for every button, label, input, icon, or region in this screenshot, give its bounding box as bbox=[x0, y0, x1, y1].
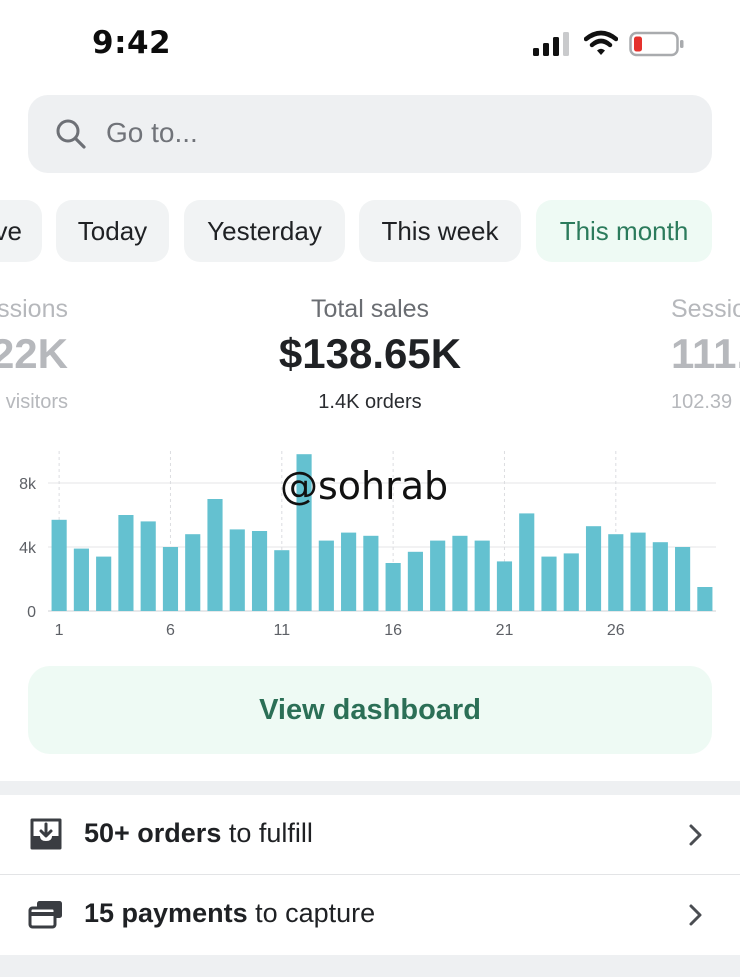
chart-bar[interactable] bbox=[341, 532, 357, 611]
chart-bar[interactable] bbox=[585, 526, 602, 611]
battery-icon bbox=[629, 31, 684, 57]
chart-bar[interactable] bbox=[185, 534, 201, 611]
chip-yesterday[interactable]: Yesterday bbox=[184, 200, 345, 262]
chart-bar[interactable] bbox=[385, 563, 401, 611]
x-tick-label: 26 bbox=[607, 622, 625, 639]
wifi-icon bbox=[584, 30, 618, 55]
chart-bar[interactable] bbox=[274, 550, 290, 611]
task-desc: to capture bbox=[247, 898, 376, 928]
x-tick-label: 16 bbox=[384, 622, 402, 639]
section-divider bbox=[0, 955, 740, 977]
stat-value: $138.65K bbox=[278, 330, 462, 377]
chip-today[interactable]: Today bbox=[56, 200, 169, 262]
stat-sub: 1.4K orders bbox=[318, 391, 422, 413]
task-count: 15 payments bbox=[84, 898, 248, 928]
signal-icon bbox=[533, 32, 569, 56]
task-row-payments[interactable]: 15 payments to capture bbox=[0, 876, 740, 954]
stat-sessions-next[interactable]: Sessio 111. 102.39 bbox=[671, 294, 740, 414]
task-orders-text: 50+ orders to fulfill bbox=[84, 818, 313, 849]
stat-value: 22K bbox=[0, 330, 68, 377]
stat-value: 111. bbox=[671, 330, 740, 377]
chart-bar[interactable] bbox=[140, 521, 156, 611]
chart-bar[interactable] bbox=[452, 535, 468, 611]
search-input[interactable]: Go to... bbox=[106, 117, 198, 148]
task-count: 50+ orders bbox=[84, 818, 222, 848]
chart-bar[interactable] bbox=[51, 519, 67, 611]
task-desc: to fulfill bbox=[221, 818, 313, 848]
y-tick-label: 4k bbox=[19, 540, 37, 557]
x-tick-label: 21 bbox=[496, 622, 514, 639]
status-bar: 9:42 bbox=[0, 0, 740, 80]
chart-bar[interactable] bbox=[630, 532, 646, 611]
chart-bar[interactable] bbox=[430, 540, 446, 611]
chevron-right-icon bbox=[689, 904, 702, 926]
search-bar[interactable] bbox=[28, 95, 712, 173]
stat-sessions-prev[interactable]: ssions 22K visitors bbox=[0, 294, 110, 414]
battery-level bbox=[634, 36, 642, 52]
chart-bar[interactable] bbox=[96, 556, 112, 611]
chart-bar[interactable] bbox=[251, 531, 268, 611]
chart-bar[interactable] bbox=[363, 535, 379, 611]
row-divider bbox=[0, 874, 740, 875]
x-tick-label: 6 bbox=[166, 622, 175, 639]
chip-this-week[interactable]: This week bbox=[359, 200, 521, 262]
search-icon bbox=[56, 119, 86, 149]
view-dashboard-button[interactable]: View dashboard bbox=[28, 666, 712, 754]
chip-partial[interactable]: ve bbox=[0, 200, 42, 262]
stat-label: Sessio bbox=[671, 295, 740, 323]
section-divider bbox=[0, 781, 740, 795]
watermark-text: @sohrab bbox=[280, 464, 449, 508]
task-payments-text: 15 payments to capture bbox=[84, 898, 375, 929]
chart-bar[interactable] bbox=[207, 499, 223, 611]
chart-bar[interactable] bbox=[675, 547, 691, 611]
chart-bar[interactable] bbox=[296, 454, 312, 611]
date-filter-chips: ve Today Yesterday This week This month bbox=[0, 200, 740, 264]
chevron-right-icon bbox=[689, 824, 702, 846]
stat-sub: 102.39 bbox=[671, 391, 733, 413]
x-tick-label: 1 bbox=[55, 622, 64, 639]
chart-bar[interactable] bbox=[652, 542, 668, 611]
inbox-download-icon bbox=[30, 818, 62, 850]
chart-bar[interactable] bbox=[318, 540, 334, 611]
clock: 9:42 bbox=[92, 25, 172, 61]
chart-bar[interactable] bbox=[519, 513, 535, 611]
stat-sub: visitors bbox=[5, 391, 68, 413]
chart-bar[interactable] bbox=[407, 551, 423, 611]
chart-bar[interactable] bbox=[474, 540, 490, 611]
x-tick-label: 11 bbox=[273, 622, 290, 639]
chart-bar[interactable] bbox=[697, 587, 713, 611]
chart-bar[interactable] bbox=[563, 553, 579, 611]
chart-bar[interactable] bbox=[73, 548, 89, 611]
chart-bar[interactable] bbox=[608, 534, 624, 611]
chart-bar[interactable] bbox=[229, 529, 245, 611]
stat-label: ssions bbox=[0, 295, 68, 323]
y-tick-label: 8k bbox=[19, 476, 37, 493]
stat-label: Total sales bbox=[310, 295, 430, 323]
chart-bar[interactable] bbox=[496, 561, 513, 611]
chart-bar[interactable] bbox=[162, 547, 179, 611]
chart-bar[interactable] bbox=[541, 556, 557, 611]
sales-chart: 8k 4k 0 1 6 11 16 21 26 bbox=[0, 440, 740, 645]
credit-card-icon bbox=[28, 901, 62, 929]
y-tick-label: 0 bbox=[27, 604, 36, 621]
task-row-orders[interactable]: 50+ orders to fulfill bbox=[0, 796, 740, 874]
chart-bar[interactable] bbox=[118, 515, 134, 611]
chip-this-month[interactable]: This month bbox=[536, 200, 712, 262]
stat-total-sales[interactable]: Total sales $138.65K 1.4K orders bbox=[220, 294, 520, 414]
